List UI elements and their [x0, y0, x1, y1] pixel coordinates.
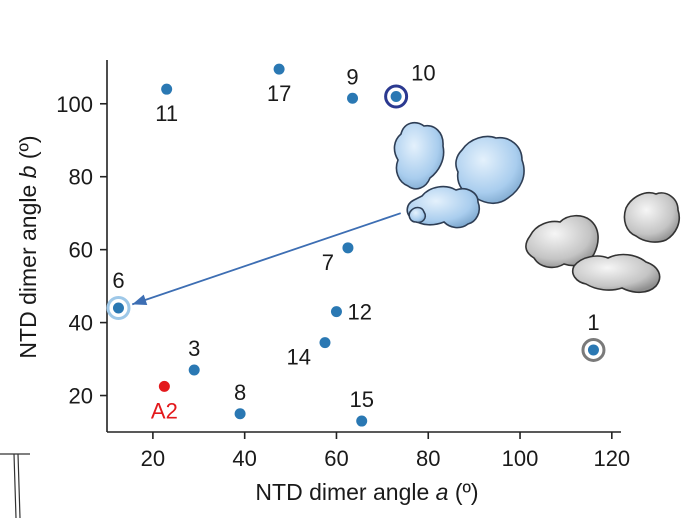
x-tick-label: 60 — [324, 446, 348, 471]
point-label: 9 — [346, 64, 358, 89]
y-axis-title: NTD dimer angle b (º) — [15, 135, 41, 358]
data-point — [161, 83, 173, 95]
point-label: A2 — [151, 398, 178, 423]
point-label: 8 — [234, 380, 246, 405]
y-tick-label: 20 — [69, 384, 93, 409]
point-label: 1 — [587, 310, 599, 335]
arrow-shaft — [131, 212, 402, 306]
x-tick-label: 100 — [502, 446, 539, 471]
data-points: 11 17 9 10 7 6 12 14 1 3 A2 8 15 — [106, 60, 606, 427]
point-label: 14 — [287, 345, 311, 370]
data-point — [342, 242, 354, 254]
y-axis-title-unit: (º) — [15, 135, 41, 165]
blue-dimer-structure — [393, 121, 525, 229]
y-tick-label: 100 — [56, 92, 93, 117]
x-tick-label: 40 — [232, 446, 256, 471]
data-point — [356, 415, 368, 427]
data-point — [234, 408, 246, 420]
data-point — [390, 90, 402, 102]
data-point — [347, 92, 359, 104]
x-axis-title-unit: (º) — [448, 479, 478, 505]
y-axis-ticks: 20 40 60 80 100 — [56, 92, 107, 409]
x-axis-title-prefix: NTD dimer angle — [255, 479, 435, 505]
y-tick-label: 60 — [69, 238, 93, 263]
point-label: 6 — [112, 268, 124, 293]
x-axis-title: NTD dimer angle a (º) — [255, 479, 478, 505]
point-label: 15 — [349, 387, 373, 412]
y-tick-label: 40 — [69, 311, 93, 336]
data-point — [273, 63, 285, 75]
point-label: 12 — [347, 300, 371, 325]
y-tick-label: 80 — [69, 165, 93, 190]
data-point — [112, 302, 124, 314]
point-label: 3 — [188, 336, 200, 361]
y-axis-title-prefix: NTD dimer angle — [15, 178, 41, 358]
point-label: 7 — [322, 250, 334, 275]
highlight-ring — [106, 296, 131, 320]
arrow-head — [132, 294, 148, 306]
data-point — [330, 306, 342, 318]
highlight-ring — [581, 337, 606, 362]
edge-artifact — [0, 453, 30, 518]
data-point — [158, 380, 170, 392]
pointer-arrow — [131, 212, 402, 306]
x-tick-label: 20 — [141, 446, 165, 471]
data-point — [587, 344, 599, 356]
data-point — [319, 337, 331, 349]
highlight-ring — [384, 84, 409, 109]
x-axis-title-variable: a — [436, 479, 449, 505]
x-axis-ticks: 20 40 60 80 100 120 — [141, 432, 630, 471]
gray-dimer-structure — [525, 192, 681, 294]
x-tick-label: 120 — [593, 446, 630, 471]
point-label: 17 — [267, 81, 291, 106]
y-axis-title-variable: b — [15, 165, 41, 178]
point-label: 11 — [155, 101, 178, 126]
point-label: 10 — [411, 60, 435, 85]
x-tick-label: 80 — [416, 446, 440, 471]
data-point — [188, 364, 200, 376]
